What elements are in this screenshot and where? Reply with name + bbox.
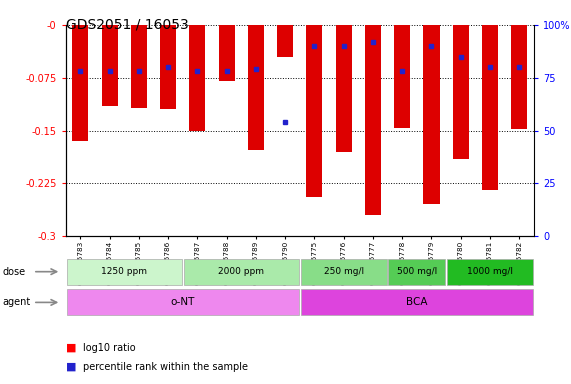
Text: ■: ■ <box>66 343 76 353</box>
Bar <box>453 25 469 159</box>
Bar <box>301 290 533 315</box>
Text: log10 ratio: log10 ratio <box>83 343 135 353</box>
Bar <box>336 25 352 152</box>
Text: 1250 ppm: 1250 ppm <box>101 266 147 276</box>
Bar <box>219 25 235 81</box>
Text: percentile rank within the sample: percentile rank within the sample <box>83 362 248 372</box>
Text: GDS2051 / 16053: GDS2051 / 16053 <box>66 17 188 31</box>
Bar <box>447 259 533 285</box>
Bar <box>67 290 299 315</box>
Text: agent: agent <box>3 297 31 308</box>
Bar <box>388 259 445 285</box>
Bar <box>184 259 299 285</box>
Bar <box>102 25 118 106</box>
Bar <box>365 25 381 215</box>
Text: ■: ■ <box>66 362 76 372</box>
Text: BCA: BCA <box>406 297 428 307</box>
Bar <box>394 25 410 128</box>
Bar <box>307 25 323 197</box>
Bar <box>190 25 206 131</box>
Bar <box>131 25 147 108</box>
Bar <box>160 25 176 109</box>
Bar <box>301 259 387 285</box>
Bar <box>482 25 498 190</box>
Text: 1000 mg/l: 1000 mg/l <box>467 266 513 276</box>
Bar <box>277 25 293 56</box>
Bar <box>424 25 440 205</box>
Bar <box>73 25 89 141</box>
Bar <box>511 25 527 129</box>
Text: 2000 ppm: 2000 ppm <box>218 266 264 276</box>
Text: 500 mg/l: 500 mg/l <box>397 266 437 276</box>
Bar <box>67 259 182 285</box>
Text: 250 mg/l: 250 mg/l <box>324 266 364 276</box>
Bar <box>248 25 264 150</box>
Text: dose: dose <box>3 266 26 277</box>
Text: o-NT: o-NT <box>171 297 195 307</box>
